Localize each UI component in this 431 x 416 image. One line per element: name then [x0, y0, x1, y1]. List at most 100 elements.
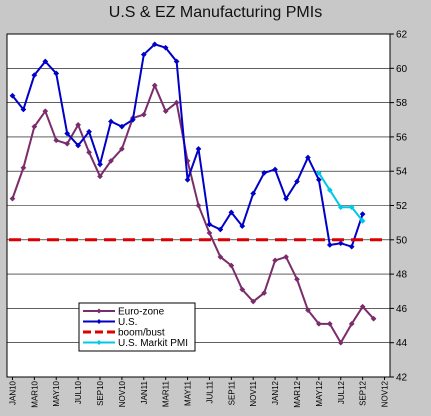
series-line-euro-zone — [11, 82, 375, 345]
data-point-euro-zone — [370, 315, 377, 322]
data-point-euro-zone — [173, 99, 180, 106]
data-point-u-s — [348, 243, 355, 250]
data-point-u-s — [217, 226, 224, 233]
data-point-u-s — [283, 195, 289, 202]
data-point-u-s — [53, 70, 60, 77]
data-point-u-s — [64, 130, 71, 137]
data-point-euro-zone — [42, 108, 49, 115]
y-tick-label: 56 — [396, 132, 408, 143]
data-point-euro-zone — [272, 257, 279, 264]
data-point-u-s — [261, 169, 268, 176]
y-tick-label: 50 — [396, 235, 408, 246]
legend-label-u-s: U.S. — [118, 317, 137, 328]
data-point-euro-zone — [64, 140, 71, 147]
data-point-euro-zone — [97, 173, 103, 180]
data-point-u-s-markit-pmi — [348, 204, 355, 211]
data-point-euro-zone — [304, 307, 311, 314]
x-tick-label: MAR10 — [30, 380, 39, 407]
data-point-u-s — [315, 176, 322, 183]
x-tick-label: JUL11 — [205, 380, 214, 403]
y-tick-label: 46 — [396, 304, 408, 315]
x-tick-label: NOV10 — [118, 380, 127, 407]
data-point-u-s — [31, 72, 38, 79]
x-tick-label: JAN12 — [271, 380, 280, 405]
data-point-u-s — [304, 154, 311, 161]
x-tick-label: MAR12 — [293, 380, 302, 407]
data-point-euro-zone — [108, 157, 114, 164]
data-point-u-s — [195, 145, 202, 152]
data-point-u-s-markit-pmi — [359, 217, 366, 224]
data-point-euro-zone — [283, 253, 289, 260]
data-point-u-s — [108, 118, 114, 125]
legend-marker-u-s-markit-pmi — [96, 340, 102, 345]
y-tick-label: 54 — [396, 167, 408, 178]
data-point-u-s — [9, 92, 16, 99]
legend-marker-euro-zone — [96, 308, 102, 314]
data-point-u-s — [228, 209, 235, 216]
data-point-u-s — [250, 190, 257, 197]
y-tick-label: 48 — [396, 270, 408, 281]
data-point-u-s — [20, 106, 27, 113]
data-point-u-s — [97, 161, 103, 168]
data-point-euro-zone — [337, 339, 344, 346]
data-point-u-s — [337, 240, 344, 247]
data-point-euro-zone — [261, 290, 268, 296]
chart-title: U.S & EZ Manufacturing PMIs — [108, 4, 323, 21]
data-point-euro-zone — [86, 149, 93, 156]
x-tick-label: MAY11 — [184, 380, 193, 406]
data-point-euro-zone — [348, 320, 355, 327]
data-point-euro-zone — [31, 123, 38, 130]
data-point-euro-zone — [195, 202, 202, 209]
data-point-euro-zone — [326, 320, 333, 327]
y-tick-label: 62 — [396, 30, 408, 41]
data-point-u-s — [75, 142, 82, 149]
data-point-euro-zone — [359, 303, 366, 310]
x-tick-label: MAY12 — [315, 380, 324, 406]
data-point-euro-zone — [228, 262, 235, 269]
data-point-u-s — [206, 221, 213, 228]
data-point-u-s — [162, 44, 169, 51]
data-point-euro-zone — [140, 111, 147, 118]
legend-marker-u-s — [96, 319, 102, 324]
y-tick-label: 58 — [396, 98, 408, 109]
y-tick-label: 42 — [396, 373, 408, 384]
legend-label-boom-bust: boom/bust — [118, 328, 165, 339]
data-point-euro-zone — [53, 137, 60, 144]
x-tick-label: NOV12 — [381, 380, 390, 407]
x-tick-label: JAN11 — [140, 380, 149, 404]
data-point-euro-zone — [294, 276, 300, 283]
legend-label-euro-zone: Euro-zone — [118, 307, 165, 318]
data-point-euro-zone — [315, 320, 322, 327]
x-tick-label: MAY10 — [52, 380, 61, 406]
data-point-euro-zone — [20, 164, 27, 171]
x-tick-label: JUL10 — [74, 380, 83, 404]
x-tick-label: JAN10 — [8, 380, 17, 405]
y-tick-label: 52 — [396, 201, 408, 212]
data-point-u-s — [272, 166, 279, 173]
data-point-euro-zone — [151, 82, 158, 89]
data-point-u-s — [294, 178, 300, 185]
x-tick-label: SEP12 — [359, 380, 368, 405]
data-point-euro-zone — [9, 195, 16, 202]
data-point-u-s-markit-pmi — [337, 204, 344, 211]
data-point-u-s — [42, 58, 49, 65]
data-point-u-s — [151, 41, 158, 48]
data-point-u-s — [326, 241, 333, 248]
data-point-euro-zone — [162, 108, 169, 115]
data-point-u-s — [359, 211, 366, 218]
data-point-u-s — [86, 128, 93, 135]
data-point-euro-zone — [217, 253, 224, 260]
data-point-u-s — [173, 58, 180, 65]
data-point-euro-zone — [118, 145, 125, 152]
y-tick-label: 60 — [396, 64, 408, 75]
data-point-euro-zone — [206, 229, 213, 236]
data-point-u-s — [118, 123, 125, 130]
data-point-u-s — [140, 51, 147, 58]
data-point-u-s — [129, 116, 136, 123]
data-point-euro-zone — [75, 121, 82, 128]
x-tick-label: NOV11 — [249, 380, 258, 406]
data-point-u-s — [184, 176, 191, 183]
data-point-u-s — [239, 223, 246, 230]
